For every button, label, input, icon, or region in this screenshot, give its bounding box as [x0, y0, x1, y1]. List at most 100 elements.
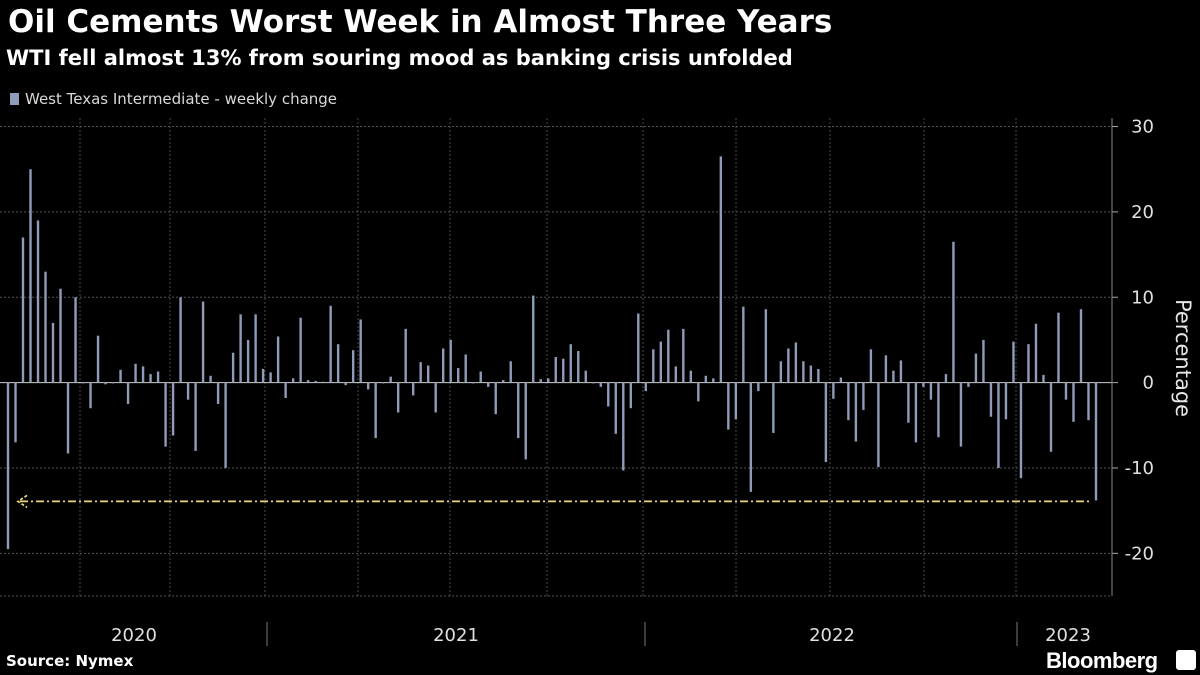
bar: [869, 349, 873, 383]
bar: [629, 382, 632, 409]
bar: [111, 382, 115, 384]
bar: [667, 329, 670, 383]
bar: [104, 382, 107, 385]
bar: [1027, 344, 1030, 383]
bar: [1019, 382, 1023, 479]
bar: [351, 350, 355, 383]
bar: [246, 339, 250, 383]
bar: [554, 357, 557, 383]
bar: [1079, 309, 1083, 383]
bar: [464, 354, 467, 383]
bar: [487, 382, 490, 387]
bar: [1087, 382, 1090, 421]
bar: [607, 382, 610, 407]
bar: [186, 382, 190, 400]
bar: [997, 382, 1000, 468]
bar: [599, 382, 602, 387]
bar: [532, 295, 535, 383]
bar: [577, 351, 580, 383]
bar: [502, 380, 505, 383]
bar: [817, 368, 820, 383]
bar: [989, 382, 993, 417]
bar: [314, 380, 317, 383]
source-note: Source: Nymex: [6, 652, 134, 670]
bar: [929, 382, 933, 400]
bar: [682, 328, 685, 383]
bar: [306, 380, 310, 383]
bar: [59, 288, 62, 383]
bar: [862, 382, 865, 410]
bar: [81, 382, 85, 384]
legend: West Texas Intermediate - weekly change: [10, 90, 337, 108]
bar: [44, 271, 47, 383]
x-tick-label: 2020: [111, 625, 157, 646]
bar: [1057, 312, 1060, 383]
bar: [389, 376, 392, 383]
bar: [14, 382, 17, 443]
y-tick-label: 30: [1131, 117, 1154, 138]
bar: [276, 336, 280, 383]
bar: [562, 358, 565, 383]
bar: [794, 342, 798, 383]
bar: [937, 382, 940, 438]
annotation: [16, 494, 1090, 509]
bar: [847, 382, 850, 421]
bar: [381, 382, 385, 384]
bar: [239, 314, 242, 383]
bar: [802, 361, 805, 383]
bar: [21, 237, 25, 383]
bar: [839, 377, 843, 383]
bar: [261, 368, 265, 383]
x-tick-label: 2023: [1045, 625, 1091, 646]
bar: [74, 297, 77, 383]
bar: [832, 382, 835, 399]
bar: [472, 382, 475, 384]
bar: [824, 382, 828, 462]
bar: [614, 382, 617, 434]
bar: [509, 361, 512, 383]
bar: [411, 382, 415, 396]
bar: [119, 369, 122, 383]
bar: [269, 372, 272, 383]
bar: [359, 319, 362, 383]
bar: [854, 382, 858, 442]
bar: [1012, 341, 1015, 383]
bar: [809, 365, 813, 383]
y-tick-label: 20: [1131, 202, 1154, 223]
bar: [126, 382, 130, 404]
bar: [884, 355, 888, 383]
bar: [284, 382, 287, 398]
x-axis: 2020 2021 2022 2023: [111, 622, 1091, 646]
bar: [291, 378, 295, 383]
bar: [426, 365, 430, 383]
bar: [689, 370, 693, 383]
bar: [982, 339, 985, 383]
bar: [712, 378, 715, 383]
bar: [967, 382, 970, 387]
bar: [1042, 374, 1045, 383]
y-tick-label: -10: [1125, 458, 1154, 479]
bar: [51, 322, 55, 383]
bar: [952, 241, 955, 383]
bar: [899, 360, 903, 383]
bar: [659, 341, 662, 383]
bar: [772, 382, 775, 433]
bar: [396, 382, 400, 413]
bar: [892, 370, 895, 383]
bar: [592, 382, 595, 384]
bar: [216, 382, 220, 404]
bar: [96, 335, 100, 383]
bar: [171, 382, 175, 436]
bar: [66, 382, 70, 454]
bar: [329, 305, 332, 383]
bar: [209, 375, 212, 383]
bar: [29, 169, 32, 383]
bar: [517, 382, 520, 439]
x-tick-label: 2021: [433, 625, 479, 646]
annotation-arrow-icon: [16, 494, 28, 509]
bar: [141, 366, 145, 383]
bar: [637, 313, 640, 383]
bar: [907, 382, 910, 423]
bar: [524, 382, 527, 460]
bar: [254, 314, 257, 383]
